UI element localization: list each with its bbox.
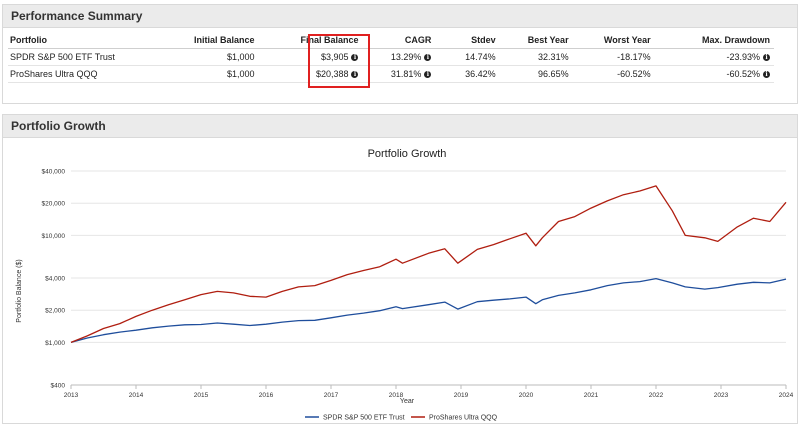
portfolio-name: ProShares Ultra QQQ xyxy=(8,65,151,83)
info-icon[interactable]: i xyxy=(763,54,770,62)
info-icon[interactable]: i xyxy=(424,71,432,79)
x-tick-label: 2021 xyxy=(584,392,599,399)
col-cagr: CAGR xyxy=(362,32,436,49)
portfolio-growth-title: Portfolio Growth xyxy=(3,115,797,138)
y-axis-label: Portfolio Balance ($) xyxy=(16,259,23,322)
worst-year: -18.17% xyxy=(572,48,655,66)
info-icon[interactable]: i xyxy=(351,54,359,62)
legend-label: SPDR S&P 500 ETF Trust xyxy=(323,415,405,422)
x-tick-label: 2019 xyxy=(454,392,469,399)
final-balance: $20,388 i xyxy=(258,65,363,83)
x-tick-label: 2016 xyxy=(259,392,274,399)
portfolio-growth-chart: Portfolio Growth $400$1,000$2,000$4,000$… xyxy=(16,148,794,422)
x-tick-label: 2015 xyxy=(194,392,209,399)
x-tick-label: 2024 xyxy=(779,392,794,399)
col-max-drawdown: Max. Drawdown xyxy=(654,32,774,49)
final-balance: $3,905 i xyxy=(258,48,363,66)
max-drawdown: -60.52% i xyxy=(654,65,774,83)
legend-label: ProShares Ultra QQQ xyxy=(429,415,498,422)
portfolio-growth-panel: Portfolio Growth Portfolio Growth $400 $1… xyxy=(2,114,798,424)
final-balance-highlight-box xyxy=(308,34,370,88)
y-axis: $400 $1,000 $2,000 $4,000 $10,000 $20,000 $40,… xyxy=(42,169,66,390)
y-tick-label: $4,000 xyxy=(45,276,65,283)
x-tick-label: 2018 xyxy=(389,392,404,399)
y-tick-label: $1,000 xyxy=(45,340,65,347)
info-icon[interactable]: i xyxy=(763,71,770,79)
col-best-year: Best Year xyxy=(499,32,573,49)
x-tick-label: 2023 xyxy=(714,392,729,399)
col-worst-year: Worst Year xyxy=(572,32,655,49)
info-icon[interactable]: i xyxy=(351,71,359,79)
y-tick-label: $2,000 xyxy=(45,308,65,315)
cagr: 31.81% i xyxy=(362,65,436,83)
cagr: 13.29% i xyxy=(362,48,436,66)
y-tick-label: $10,000 xyxy=(42,233,66,240)
x-tick-label: 2022 xyxy=(649,392,664,399)
best-year: 96.65% xyxy=(499,65,573,83)
worst-year: -60.52% xyxy=(572,65,655,83)
portfolio-name: SPDR S&P 500 ETF Trust xyxy=(8,48,151,66)
y-tick-label: $20,000 xyxy=(42,201,66,208)
x-tick-label: 2013 xyxy=(64,392,79,399)
y-tick-label: $40,000 xyxy=(42,169,66,176)
y-tick-label: $400 xyxy=(51,383,66,390)
x-axis: 2013 2014 2015 2016 2017 2018 2019 2020 2021 2022… xyxy=(64,384,794,399)
table-row: ProShares Ultra QQQ $1,000 $20,388 i 31.8… xyxy=(8,65,774,83)
chart-title: Portfolio Growth xyxy=(368,148,447,160)
max-drawdown: -23.93% i xyxy=(654,48,774,66)
chart-legend: SPDR S&P 500 ETF Trust ProShares Ultra QQ… xyxy=(305,415,498,422)
initial-balance: $1,000 xyxy=(150,48,259,66)
table-header-row: Portfolio Initial Balance Final Balance … xyxy=(8,32,774,49)
best-year: 32.31% xyxy=(499,48,573,66)
x-tick-label: 2017 xyxy=(324,392,339,399)
col-initial-balance: Initial Balance xyxy=(150,32,259,49)
performance-summary-title: Performance Summary xyxy=(3,5,797,28)
col-final-balance: Final Balance xyxy=(258,32,363,49)
stdev: 14.74% xyxy=(435,48,500,66)
x-tick-label: 2020 xyxy=(519,392,534,399)
x-tick-label: 2014 xyxy=(129,392,144,399)
initial-balance: $1,000 xyxy=(150,65,259,83)
performance-summary-table: Portfolio Initial Balance Final Balance … xyxy=(8,32,774,83)
chart-series xyxy=(70,185,787,344)
series-line-spdr xyxy=(70,277,787,344)
col-portfolio: Portfolio xyxy=(8,32,151,49)
chart-gridlines xyxy=(71,170,786,386)
table-row: SPDR S&P 500 ETF Trust $1,000 $3,905 i 13… xyxy=(8,48,774,66)
stdev: 36.42% xyxy=(435,65,500,83)
col-stdev: Stdev xyxy=(435,32,500,49)
series-line-proshares xyxy=(70,185,787,344)
info-icon[interactable]: i xyxy=(424,54,432,62)
x-axis-label: Year xyxy=(400,398,415,405)
